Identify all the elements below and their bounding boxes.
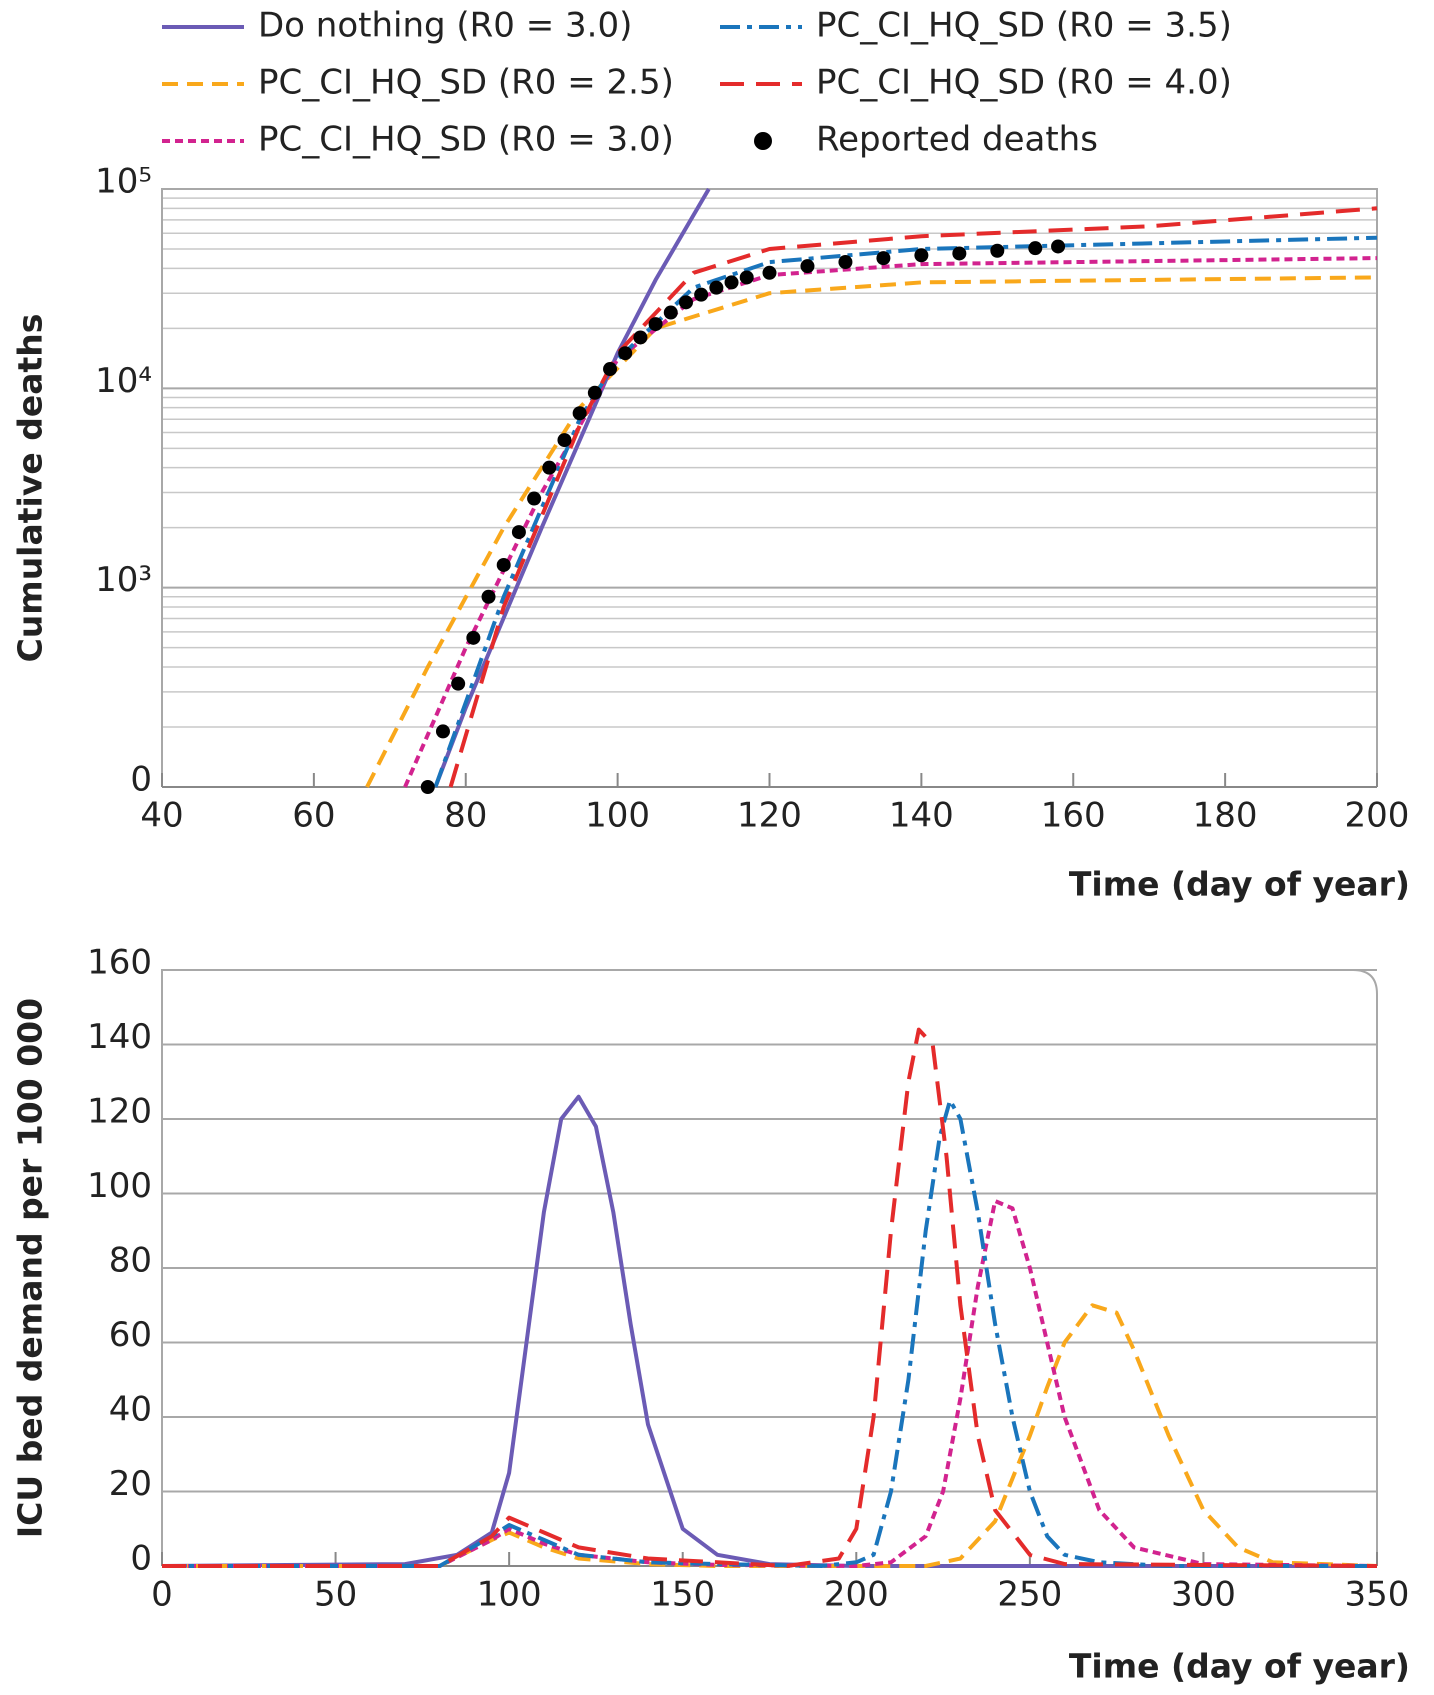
- legend-label: PC_CI_HQ_SD (R0 = 3.0): [258, 120, 674, 160]
- x-tick-label: 200: [1345, 796, 1410, 836]
- legend-label: Do nothing (R0 = 3.0): [258, 6, 632, 46]
- x-tick-label: 150: [650, 1575, 715, 1615]
- x-tick-label: 140: [889, 796, 954, 836]
- y-tick-label: 160: [87, 943, 152, 983]
- x-tick-label: 100: [585, 796, 650, 836]
- y-axis-label: Cumulative deaths: [11, 314, 50, 663]
- y-tick-label: 100: [87, 1166, 152, 1206]
- data-point: [876, 251, 891, 266]
- series-line: [162, 1027, 1378, 1568]
- y-axis-label: ICU bed demand per 100 000: [11, 998, 50, 1538]
- y-tick-label: 60: [109, 1315, 152, 1355]
- legend-label: PC_CI_HQ_SD (R0 = 2.5): [258, 63, 674, 103]
- data-point: [1028, 241, 1043, 256]
- series-line: [433, 235, 1378, 788]
- x-tick-label: 40: [140, 796, 183, 836]
- data-point: [451, 676, 466, 691]
- data-point: [648, 317, 663, 332]
- data-point: [618, 346, 633, 361]
- y-tick-label: 0: [130, 760, 152, 800]
- x-tick-label: 250: [997, 1575, 1062, 1615]
- y-tick-label: 10³: [95, 560, 152, 600]
- x-tick-label: 100: [477, 1575, 542, 1615]
- y-tick-label: 0: [130, 1539, 152, 1579]
- x-axis-label: Time (day of year): [1069, 1647, 1410, 1686]
- data-point: [435, 724, 450, 739]
- data-point: [511, 525, 526, 540]
- series-line: [162, 1199, 1378, 1568]
- data-point: [709, 280, 724, 295]
- data-point: [800, 259, 815, 274]
- data-point: [420, 780, 435, 794]
- data-point: [678, 295, 693, 310]
- legend-label: Reported deaths: [816, 120, 1098, 160]
- x-tick-label: 60: [292, 796, 335, 836]
- x-tick-label: 180: [1193, 796, 1258, 836]
- y-tick-label: 10⁴: [95, 361, 152, 401]
- y-tick-label: 40: [109, 1390, 152, 1430]
- data-point: [663, 305, 678, 320]
- data-point: [914, 248, 929, 263]
- data-point: [724, 275, 739, 290]
- y-tick-label: 20: [109, 1464, 152, 1504]
- x-tick-label: 0: [151, 1575, 173, 1615]
- data-point: [542, 460, 557, 475]
- x-tick-label: 350: [1345, 1575, 1410, 1615]
- series-line: [365, 275, 1378, 788]
- data-point: [1051, 239, 1066, 254]
- data-point: [466, 630, 481, 645]
- x-tick-label: 80: [444, 796, 487, 836]
- x-tick-label: 300: [1171, 1575, 1236, 1615]
- data-point: [572, 406, 587, 421]
- y-tick-label: 80: [109, 1241, 152, 1281]
- data-point: [990, 243, 1005, 258]
- plot-frame: [161, 188, 1378, 787]
- data-point: [527, 491, 542, 506]
- data-point: [739, 270, 754, 285]
- series-line: [448, 206, 1378, 788]
- x-tick-label: 160: [1041, 796, 1106, 836]
- data-point: [762, 265, 777, 280]
- legend-label: PC_CI_HQ_SD (R0 = 4.0): [816, 63, 1232, 103]
- series-line: [403, 256, 1378, 788]
- data-point: [603, 362, 618, 377]
- legend-label: PC_CI_HQ_SD (R0 = 3.5): [816, 6, 1232, 46]
- data-point: [838, 255, 853, 270]
- y-tick-label: 120: [87, 1092, 152, 1132]
- x-axis-label: Time (day of year): [1069, 865, 1410, 904]
- plot-frame: [161, 969, 1378, 1566]
- data-point: [633, 330, 648, 345]
- series-line: [162, 1098, 1377, 1568]
- series-line: [161, 1094, 1377, 1568]
- x-tick-label: 200: [824, 1575, 889, 1615]
- data-point: [557, 433, 572, 448]
- y-tick-label: 140: [87, 1017, 152, 1057]
- x-tick-label: 50: [314, 1575, 357, 1615]
- x-tick-label: 120: [737, 796, 802, 836]
- y-tick-label: 10⁵: [95, 162, 152, 202]
- data-point: [952, 246, 967, 261]
- series-line: [162, 1303, 1378, 1568]
- data-point: [481, 589, 496, 604]
- legend-marker: [754, 132, 772, 150]
- data-point: [694, 287, 709, 302]
- data-point: [587, 385, 602, 400]
- data-point: [496, 557, 511, 572]
